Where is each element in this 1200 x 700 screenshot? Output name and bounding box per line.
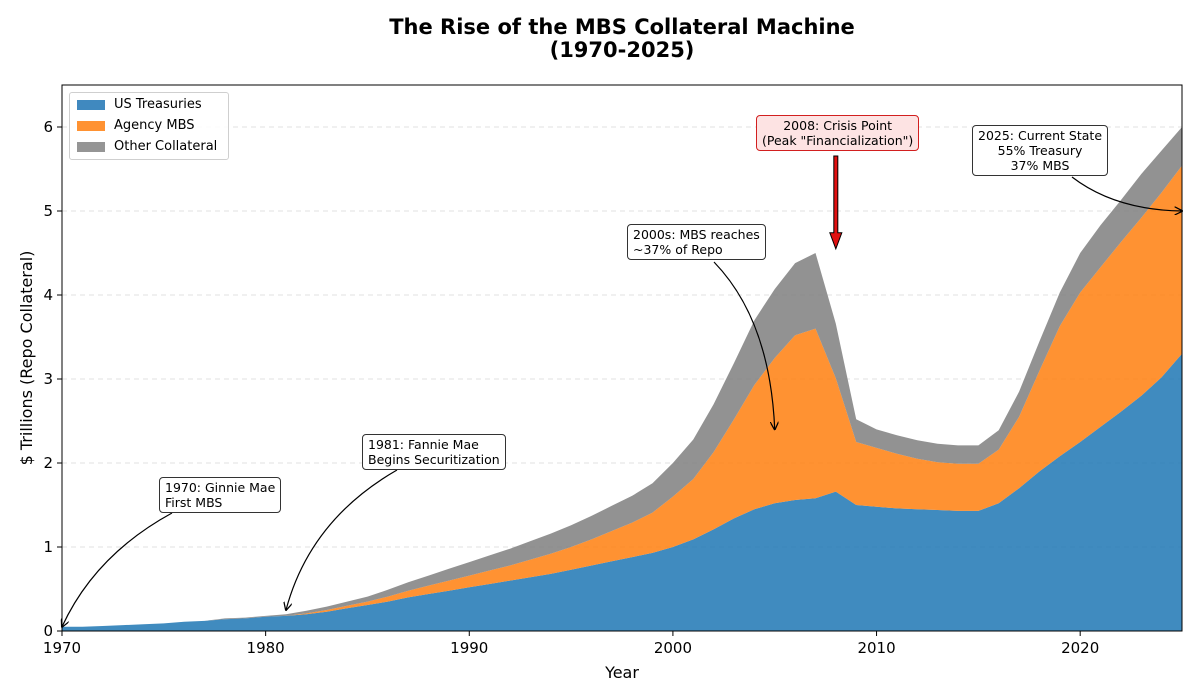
chart-title-line-2: (1970-2025) [550,38,695,62]
legend-item-other: Other Collateral [77,136,217,157]
annotation-arrows [62,155,1182,627]
y-tick-label: 1 [43,538,53,556]
legend-item-mbs: Agency MBS [77,115,195,136]
y-axis-label: $ Trillions (Repo Collateral) [17,251,36,466]
chart-title-line-1: The Rise of the MBS Collateral Machine [389,15,855,39]
y-tick-label: 2 [43,454,53,472]
legend-swatch-mbs [77,120,105,131]
area-series-2 [62,165,1182,627]
annotation-2008: 2008: Crisis Point (Peak "Financializati… [756,115,920,151]
x-tick-label: 1980 [247,639,285,657]
legend-swatch-other [77,141,105,152]
area-series [62,127,1182,631]
y-tick-label: 6 [43,118,53,136]
annotation-2000s: 2000s: MBS reaches ~37% of Repo [627,224,766,260]
legend-item-treasuries: US Treasuries [77,94,202,115]
x-tick-label: 2000 [654,639,692,657]
annotation-arrow-1981 [286,469,398,610]
area-series-1 [62,353,1182,631]
x-tick-label: 2020 [1061,639,1099,657]
x-tick-label: 2010 [857,639,895,657]
legend-label-other: Other Collateral [114,139,218,154]
legend-label-treasuries: US Treasuries [114,97,202,112]
annotation-1981: 1981: Fannie Mae Begins Securitization [362,434,506,470]
x-tick-label: 1970 [43,639,81,657]
x-axis-label: Year [604,663,639,682]
annotation-1970: 1970: Ginnie Mae First MBS [159,477,282,513]
annotation-arrow-2000s [713,261,775,429]
y-tick-label: 5 [43,202,53,220]
y-tick-label: 3 [43,370,53,388]
annotation-arrow-1970 [62,512,173,627]
legend: US Treasuries Agency MBS Other Collatera… [69,92,229,160]
axis-ticks: 1970 1980 1990 2000 2010 2020 0 1 2 3 4 5 6 [43,118,1099,657]
y-tick-label: 0 [43,622,53,640]
legend-swatch-treasuries [77,99,105,110]
annotation-2025: 2025: Current State 55% Treasury 37% MBS [972,125,1109,176]
y-tick-label: 4 [43,286,53,304]
annotation-arrow-2025 [1071,176,1182,211]
plot-frame [61,84,1183,632]
annotation-arrow-2008 [829,155,843,251]
x-tick-label: 1990 [450,639,488,657]
legend-label-mbs: Agency MBS [114,118,195,133]
